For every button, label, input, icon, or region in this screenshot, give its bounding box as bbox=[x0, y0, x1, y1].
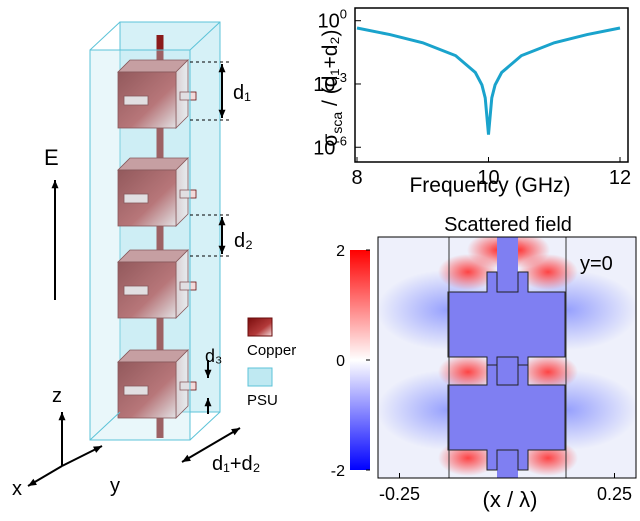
x-axis-label: (x / λ) bbox=[483, 487, 538, 512]
plot-frame bbox=[355, 8, 628, 162]
psu-edge bbox=[190, 412, 220, 440]
x-tick-label: 0.25 bbox=[597, 484, 632, 504]
diagram-label: d₂ bbox=[234, 230, 253, 252]
x-tick-label: 12 bbox=[609, 167, 631, 189]
legend-label: PSU bbox=[247, 392, 278, 409]
arrow-head bbox=[51, 180, 58, 188]
x-axis-label: Frequency (GHz) bbox=[409, 174, 570, 197]
tick-base: 10 bbox=[318, 11, 340, 33]
diagram-label: d₃ bbox=[205, 346, 222, 366]
diagram-label: z bbox=[52, 385, 62, 407]
arrow-head bbox=[58, 412, 65, 420]
diagram-label: d₁+d₂ bbox=[212, 453, 260, 475]
diagram-label: y bbox=[110, 475, 120, 497]
diagram: d₁ d₂ d₃ Ed₁+d₂ z y x Copper PSU bbox=[12, 22, 296, 500]
map-title: Scattered field bbox=[444, 214, 572, 236]
y-label-symbol: σ bbox=[319, 134, 342, 147]
colorbar-tick-label: 2 bbox=[336, 243, 345, 260]
psu-edge bbox=[90, 22, 120, 50]
psu-front bbox=[90, 50, 190, 440]
y-label-subscript: sca bbox=[329, 112, 345, 134]
diagram-label: E bbox=[44, 145, 59, 170]
map-annotation: y=0 bbox=[580, 253, 613, 275]
diagram-label: d₁ bbox=[233, 82, 251, 104]
legend-swatch bbox=[248, 318, 272, 336]
diagram-label: x bbox=[12, 478, 22, 500]
legend-swatch bbox=[248, 368, 272, 386]
y-label-rest: / (d₁+d₂) bbox=[319, 29, 342, 111]
colorbar-tick-label: 0 bbox=[336, 353, 345, 370]
tick-exponent: 0 bbox=[340, 7, 347, 22]
x-tick-label: -0.25 bbox=[379, 484, 420, 504]
x-tick-label: 8 bbox=[351, 167, 362, 189]
legend-label: Copper bbox=[247, 342, 296, 359]
data-line bbox=[357, 28, 620, 135]
colorbar-tick-label: -2 bbox=[331, 463, 345, 480]
y-axis-label: σsca / (d₁+d₂) bbox=[319, 29, 345, 146]
figure: d₁d₂d₃Ed₁+d₂zyxCopperPSU 8101210010-310-… bbox=[0, 0, 640, 521]
y-tick-label: 100 bbox=[318, 7, 347, 33]
